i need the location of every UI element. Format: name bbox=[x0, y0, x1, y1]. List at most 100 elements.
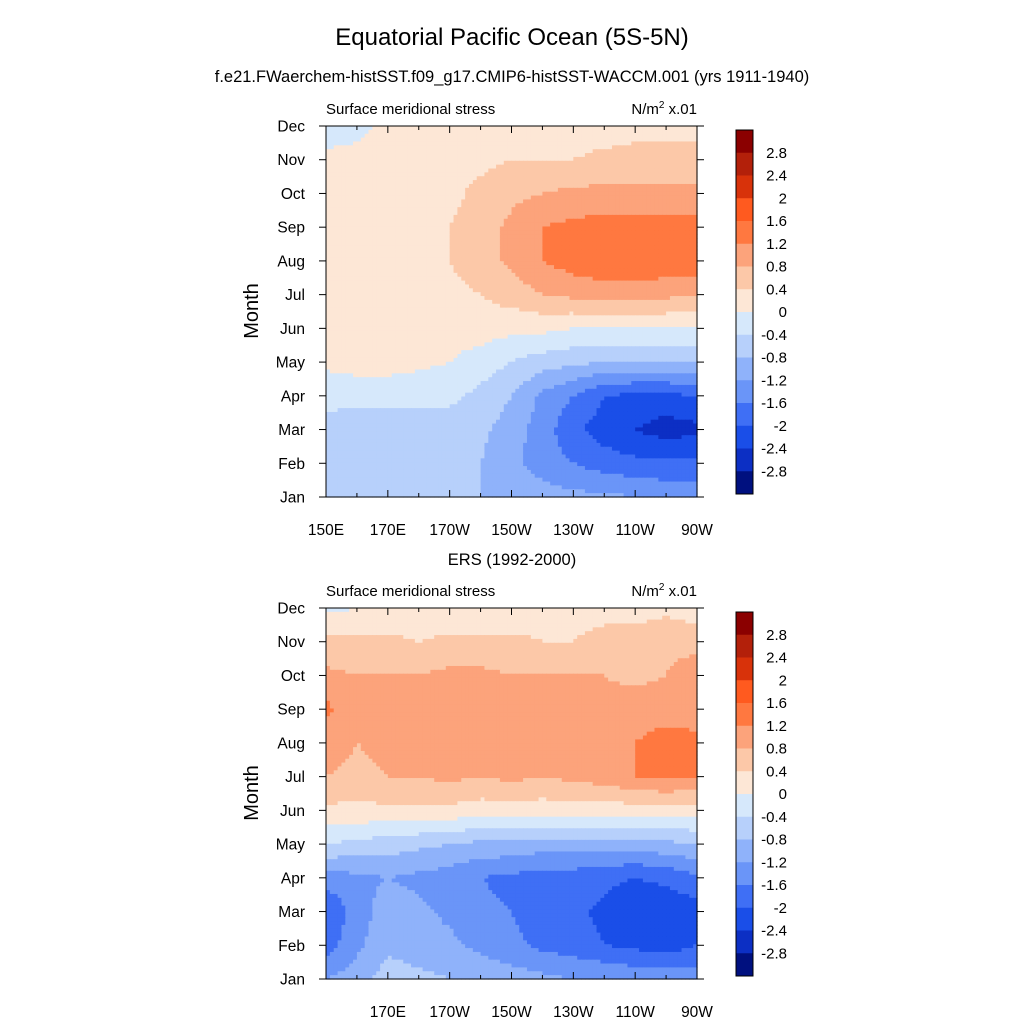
contour-cell bbox=[488, 156, 493, 162]
contour-cell bbox=[449, 126, 455, 131]
contour-cell bbox=[546, 156, 551, 162]
contour-cell bbox=[476, 280, 482, 286]
contour-cell bbox=[426, 276, 431, 282]
contour-cell bbox=[488, 176, 493, 181]
contour-cell bbox=[403, 311, 408, 316]
contour-cell bbox=[534, 207, 540, 212]
contour-cell bbox=[445, 276, 451, 282]
contour-cell bbox=[341, 141, 346, 146]
contour-cell bbox=[468, 137, 474, 143]
contour-cell bbox=[604, 257, 609, 262]
contour-cell bbox=[635, 195, 640, 201]
contour-cell bbox=[534, 211, 540, 216]
contour-cell bbox=[554, 168, 559, 173]
contour-cell bbox=[523, 172, 528, 177]
contour-cell bbox=[368, 141, 373, 146]
contour-cell bbox=[557, 156, 563, 162]
contour-cell bbox=[356, 203, 362, 208]
contour-cell bbox=[353, 257, 358, 262]
contour-cell bbox=[503, 257, 509, 262]
contour-cell bbox=[511, 218, 516, 224]
contour-cell bbox=[588, 299, 594, 305]
contour-cell bbox=[654, 241, 659, 247]
contour-cell bbox=[623, 280, 629, 286]
contour-cell bbox=[530, 199, 536, 204]
contour-cell bbox=[584, 187, 590, 193]
contour-cell bbox=[368, 214, 373, 220]
contour-cell bbox=[577, 261, 582, 266]
contour-cell bbox=[333, 176, 339, 181]
contour-cell bbox=[468, 288, 474, 293]
contour-cell bbox=[496, 292, 501, 297]
contour-cell bbox=[569, 238, 574, 243]
contour-cell bbox=[530, 160, 536, 166]
contour-cell bbox=[604, 230, 609, 235]
contour-cell bbox=[681, 292, 686, 297]
contour-cell bbox=[627, 129, 632, 135]
contour-cell bbox=[453, 180, 458, 185]
contour-cell bbox=[565, 280, 571, 286]
contour-cell bbox=[391, 323, 397, 328]
contour-cell bbox=[326, 311, 331, 316]
contour-cell bbox=[441, 129, 447, 135]
contour-cell bbox=[565, 226, 571, 231]
contour-cell bbox=[604, 168, 609, 173]
contour-cell bbox=[403, 268, 408, 274]
contour-cell bbox=[418, 261, 424, 266]
contour-cell bbox=[503, 226, 509, 231]
contour-cell bbox=[534, 137, 540, 143]
contour-cell bbox=[387, 211, 393, 216]
contour-cell bbox=[326, 238, 331, 243]
contour-cell bbox=[422, 261, 428, 266]
contour-cell bbox=[368, 183, 373, 189]
contour-cell bbox=[507, 319, 513, 324]
contour-cell bbox=[526, 307, 532, 313]
contour-cell bbox=[426, 272, 431, 278]
contour-cell bbox=[615, 211, 621, 216]
contour-cell bbox=[399, 245, 404, 251]
contour-cell bbox=[387, 183, 393, 189]
contour-cell bbox=[642, 307, 648, 313]
contour-cell bbox=[333, 265, 339, 270]
contour-cell bbox=[407, 284, 412, 289]
contour-cell bbox=[418, 214, 424, 220]
contour-cell bbox=[376, 296, 381, 301]
contour-cell bbox=[349, 153, 354, 158]
contour-cell bbox=[511, 214, 516, 220]
contour-cell bbox=[693, 137, 698, 143]
contour-cell bbox=[411, 187, 416, 193]
contour-cell bbox=[438, 241, 443, 247]
contour-cell bbox=[468, 315, 474, 320]
contour-cell bbox=[484, 145, 489, 150]
contour-cell bbox=[480, 218, 486, 224]
contour-cell bbox=[642, 222, 648, 228]
contour-cell bbox=[387, 268, 393, 274]
contour-cell bbox=[438, 296, 443, 301]
contour-cell bbox=[623, 133, 629, 139]
contour-cell bbox=[604, 245, 609, 251]
contour-cell bbox=[515, 222, 520, 228]
contour-cell bbox=[414, 245, 420, 251]
contour-cell bbox=[468, 156, 474, 162]
contour-cell bbox=[341, 222, 346, 228]
contour-cell bbox=[353, 241, 358, 247]
contour-cell bbox=[492, 199, 497, 204]
contour-cell bbox=[326, 164, 331, 170]
contour-cell bbox=[623, 241, 629, 247]
contour-cell bbox=[395, 126, 401, 131]
contour-cell bbox=[333, 168, 339, 173]
contour-cell bbox=[441, 238, 447, 243]
contour-cell bbox=[623, 245, 629, 251]
contour-cell bbox=[619, 156, 625, 162]
contour-cell bbox=[476, 276, 482, 282]
contour-cell bbox=[685, 180, 690, 185]
contour-cell bbox=[492, 195, 497, 201]
contour-cell bbox=[457, 257, 462, 262]
contour-cell bbox=[476, 222, 482, 228]
contour-cell bbox=[650, 268, 656, 274]
contour-cell bbox=[608, 214, 613, 220]
contour-cell bbox=[519, 145, 524, 150]
contour-cell bbox=[507, 284, 513, 289]
contour-cell bbox=[407, 319, 412, 324]
contour-cell bbox=[341, 156, 346, 162]
